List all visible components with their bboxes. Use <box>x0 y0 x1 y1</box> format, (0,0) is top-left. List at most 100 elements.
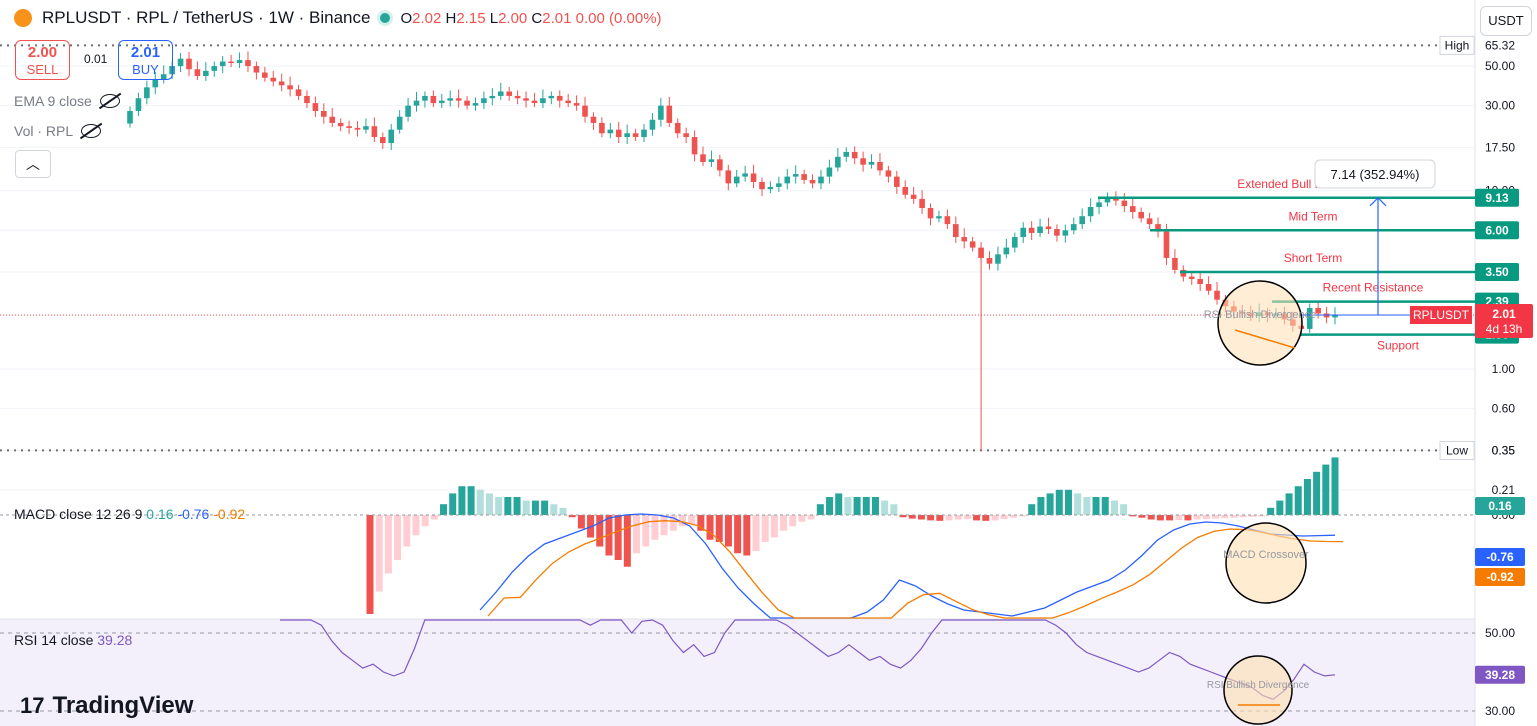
candle-body <box>1113 198 1119 201</box>
macd-histogram-bar <box>1285 493 1293 515</box>
y-tick-label: 50.00 <box>1485 59 1515 73</box>
eye-hidden-icon[interactable] <box>81 124 102 138</box>
macd-histogram-bar <box>963 515 971 520</box>
macd-histogram-bar <box>1046 493 1054 515</box>
level-label: Short Term <box>1284 251 1342 265</box>
macd-histogram-bar <box>559 507 567 515</box>
macd-histogram-bar <box>724 515 732 547</box>
candle-body <box>152 79 159 88</box>
candle-body <box>717 159 723 171</box>
rsi-divergence-circle <box>1223 655 1293 725</box>
divergence-circle <box>1217 280 1303 366</box>
candle-body <box>961 237 968 242</box>
candle-body <box>1028 227 1035 233</box>
level-value: 6.00 <box>1485 223 1509 237</box>
candle-body <box>666 105 673 123</box>
currency-selector[interactable]: USDT <box>1480 6 1532 36</box>
candle-body <box>388 129 395 144</box>
macd-line-value: -0.76 <box>177 506 210 522</box>
ema-indicator-label[interactable]: EMA 9 close <box>14 93 120 109</box>
candle-body <box>607 129 614 134</box>
macd-value-box <box>1475 568 1525 586</box>
candle-body <box>219 61 226 67</box>
macd-histogram-bar <box>440 504 448 515</box>
buy-price: 2.01 <box>130 44 161 61</box>
candle-body <box>649 119 656 130</box>
y-tick-label: 30.00 <box>1485 99 1515 113</box>
candle-body <box>995 254 1001 264</box>
buy-button[interactable]: 2.01 BUY <box>118 40 173 80</box>
macd-value-box <box>1475 548 1525 566</box>
macd-histogram-bar <box>844 497 852 515</box>
macd-histogram-bar <box>541 500 549 515</box>
rsi-legend[interactable]: RSI 14 close 39.28 <box>14 632 132 648</box>
candle-body <box>481 98 487 104</box>
candle-body <box>245 60 251 67</box>
macd-legend[interactable]: MACD close 12 26 9 0.16 -0.76 -0.92 <box>14 506 245 522</box>
candle-body <box>700 154 706 162</box>
level-label: Extended Bull Run <box>1237 177 1336 191</box>
macd-histogram-bar <box>1313 471 1321 515</box>
rsi-name: RSI 14 close <box>14 632 94 648</box>
macd-histogram-bar <box>651 515 659 540</box>
candle-body <box>1214 290 1220 300</box>
macd-histogram-bar <box>1147 515 1155 520</box>
macd-value-tag: 0.16 <box>1488 499 1512 513</box>
candle-body <box>674 122 681 134</box>
candle-body <box>851 151 858 159</box>
candle-body <box>405 105 411 117</box>
macd-histogram-bar <box>1221 515 1229 519</box>
macd-histogram-bar <box>1009 515 1017 518</box>
macd-histogram-bar <box>1110 500 1118 515</box>
measure-label-box <box>1314 159 1436 189</box>
volume-indicator-label[interactable]: Vol · RPL <box>14 123 102 139</box>
candle-body <box>590 116 597 123</box>
macd-histogram-bar <box>495 497 503 515</box>
candle-body <box>556 95 563 101</box>
macd-histogram-bar <box>1294 486 1302 515</box>
candle-body <box>860 158 866 165</box>
ohlc-close: 2.01 <box>542 9 572 27</box>
candle-body <box>1163 231 1170 258</box>
current-price-box <box>1475 304 1533 339</box>
level-value-box <box>1475 263 1519 282</box>
candle-body <box>691 137 698 155</box>
y-tick-label: 17.50 <box>1485 140 1515 154</box>
candle-body <box>1045 226 1052 230</box>
candle-body <box>253 66 260 73</box>
candle-body <box>329 116 336 123</box>
eye-hidden-icon[interactable] <box>99 94 120 108</box>
macd-histogram-bar <box>513 497 521 515</box>
candle-body <box>1306 308 1313 329</box>
tradingview-logo[interactable]: 17 TradingView <box>20 692 193 720</box>
macd-histogram-bar <box>476 489 484 515</box>
macd-histogram-bar <box>954 515 962 520</box>
macd-histogram-bar <box>908 515 916 519</box>
macd-histogram-bar <box>890 504 898 515</box>
rsi-axis-tick: 50.00 <box>1485 626 1515 640</box>
candle-body <box>1121 200 1128 207</box>
sell-price: 2.00 <box>27 44 58 61</box>
candle-body <box>312 103 319 111</box>
macd-histogram-bar <box>623 515 631 567</box>
high-label: High <box>1445 38 1470 52</box>
candle-body <box>742 173 748 177</box>
measure-label: 7.14 (352.94%) <box>1331 167 1420 182</box>
candle-body <box>160 74 167 80</box>
ohlc-high: 2.15 <box>456 9 486 27</box>
ohlc-readout: O2.02 H2.15 L2.00 C2.01 0.00 (0.00%) <box>400 9 662 27</box>
rpl-coin-icon <box>14 9 32 27</box>
sell-button[interactable]: 2.00 SELL <box>15 40 70 80</box>
macd-histogram-bar <box>798 515 806 522</box>
macd-histogram-bar <box>1212 515 1220 519</box>
symbol-tag-box <box>1410 306 1472 325</box>
collapse-indicators-button[interactable]: ︿ <box>15 150 51 178</box>
low-label-box <box>1439 440 1475 460</box>
current-price: 2.01 <box>1492 307 1516 321</box>
macd-histogram-bar <box>421 515 429 527</box>
macd-histogram-bar <box>734 515 742 554</box>
divergence-line <box>1234 329 1296 349</box>
candle-body <box>894 176 900 187</box>
symbol-title[interactable]: RPLUSDT · RPL / TetherUS · 1W · Binance <box>42 8 371 27</box>
macd-histogram-bar <box>1037 497 1045 515</box>
